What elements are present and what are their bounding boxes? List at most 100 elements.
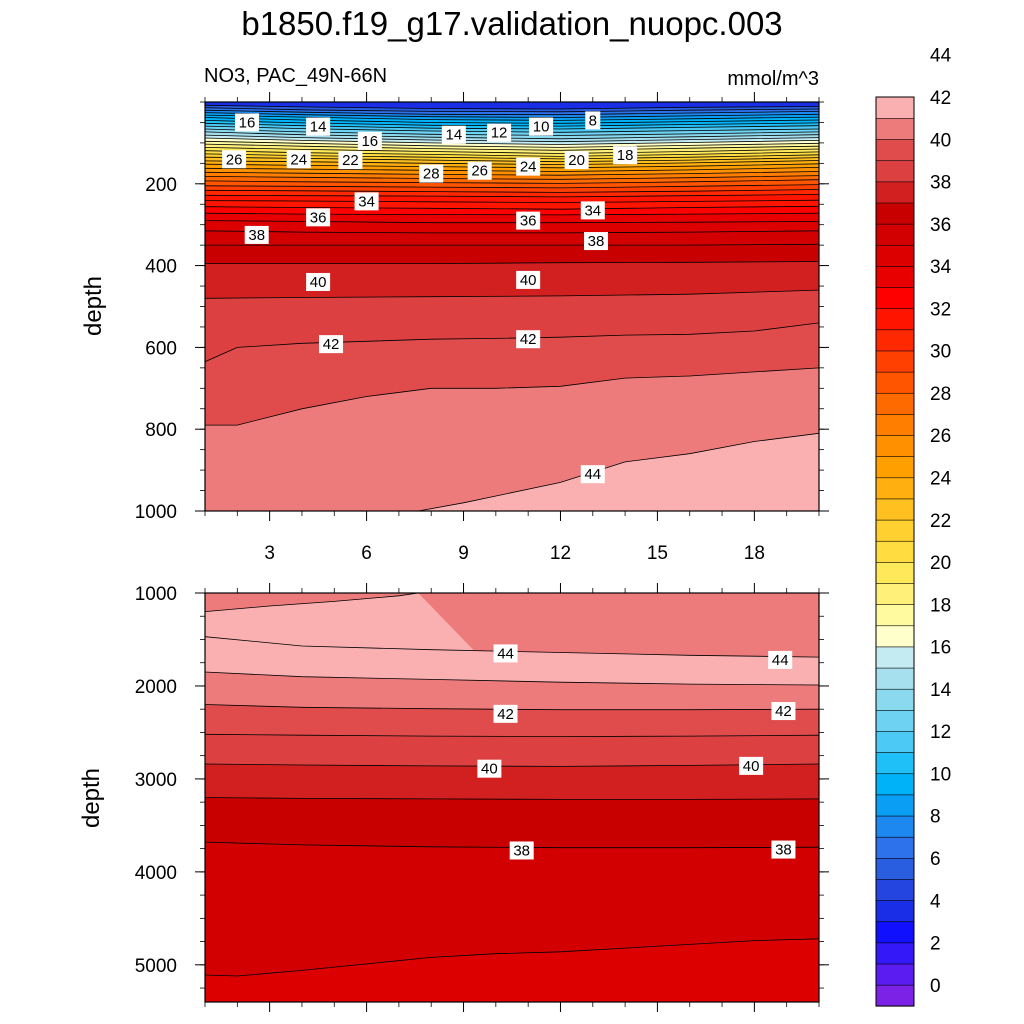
contour-label: 38 [509,841,534,860]
contour-label-box [487,123,512,142]
colorbar-segment [875,752,915,775]
contour-line-43 [205,367,819,426]
contour-label: 16 [357,131,382,150]
x-tick-label: 12 [550,543,571,564]
contour-label-text: 36 [520,213,537,230]
colorbar-segment [875,963,915,986]
x-tick-label: 15 [647,543,668,564]
contour-label-box [286,150,311,169]
contour-label-text: 10 [533,119,550,136]
colorbar-label: 20 [930,553,951,574]
colorbar-segment [875,540,915,563]
contour-line-25 [205,160,819,166]
contour-line-20 [205,143,819,151]
contour-line-30 [205,179,819,184]
contour-label: 10 [529,117,554,136]
colorbar-segment [875,794,915,817]
colorbar-segment [875,942,915,965]
contour-label-box [771,840,796,859]
contour-line-22 [205,150,819,157]
contour-label: 34 [580,201,605,220]
colorbar-label: 34 [930,257,952,278]
contour-line-44 [205,593,419,612]
contour-label-text: 42 [775,703,792,720]
contour-label-text: 38 [513,842,530,859]
contour-label-text: 26 [471,163,488,180]
colorbar: 0246810121416182022242628303234363840424… [875,46,952,1007]
x-tick-label: 18 [744,543,765,564]
contour-line-39 [205,243,819,246]
colorbar-segment [875,265,915,288]
contour-line-26 [205,163,819,169]
contour-label-box [580,465,605,484]
colorbar-segment [875,308,915,331]
lower-y-axis-label: depth [78,768,105,828]
upper-contour-lines [205,104,819,511]
contour-line-41 [205,289,819,299]
contour-label: 38 [584,232,609,251]
contour-label-text: 38 [588,233,605,250]
colorbar-segment [875,900,915,923]
contour-label-text: 34 [358,193,375,210]
colorbar-label: 16 [930,638,951,659]
contour-label-text: 44 [497,645,514,662]
contour-label: 36 [516,211,541,230]
contour-label-box [354,192,379,211]
contour-label: 16 [235,113,260,132]
y-tick-label: 1000 [135,502,177,523]
contour-label-box [477,759,502,778]
contour-line-18 [205,137,819,145]
contour-label-box [222,150,247,169]
colorbar-segment [875,773,915,796]
contour-label-box [319,335,344,354]
y-tick-label: 200 [145,175,177,196]
contour-line-31 [205,184,819,189]
lower-contour-labels: 44 44 42 42 40 40 38 38 [477,644,796,860]
contour-line-8 [205,109,819,116]
y-tick-label: 600 [145,338,177,359]
contour-label-box [768,650,793,669]
contour-label-box [419,164,444,183]
colorbar-segment [875,286,915,309]
contour-label-box [306,208,331,227]
y-tick-label: 400 [145,257,177,278]
contour-label-text: 34 [584,202,601,219]
contour-label-box [529,117,554,136]
colorbar-segment [875,202,915,225]
colorbar-label: 40 [930,130,951,151]
contour-line-35 [205,205,819,210]
contour-label-text: 38 [775,842,792,859]
band-fill-37 [205,938,819,1002]
contour-label-box [338,151,363,170]
chart-subtitle-right: mmol/m^3 [727,68,819,90]
contour-line-42 [205,322,819,363]
colorbar-segment [875,519,915,542]
contour-label: 40 [477,759,502,778]
colorbar-segment [875,477,915,500]
colorbar-segment [875,646,915,669]
lower-plot-frame [204,592,820,1003]
colorbar-frame [875,96,915,1007]
contour-line-23 [205,153,819,160]
contour-label-box [306,272,331,291]
contour-line-37 [205,938,819,977]
colorbar-label: 24 [930,469,952,490]
contour-label-box [516,157,541,176]
colorbar-label: 28 [930,384,951,405]
contour-line-37 [205,220,819,224]
contour-label: 40 [306,272,331,291]
contour-label: 18 [613,146,638,165]
contour-label-text: 14 [310,119,327,136]
contour-label: 42 [771,702,796,721]
contour-label: 26 [467,161,492,180]
chart-title: b1850.f19_g17.validation_nuopc.003 [241,5,782,42]
colorbar-segment [875,984,915,1007]
colorbar-segment [875,921,915,944]
contour-label-box [580,201,605,220]
contour-label-text: 42 [497,706,514,723]
colorbar-segment [875,836,915,859]
x-tick-label: 3 [264,543,275,564]
